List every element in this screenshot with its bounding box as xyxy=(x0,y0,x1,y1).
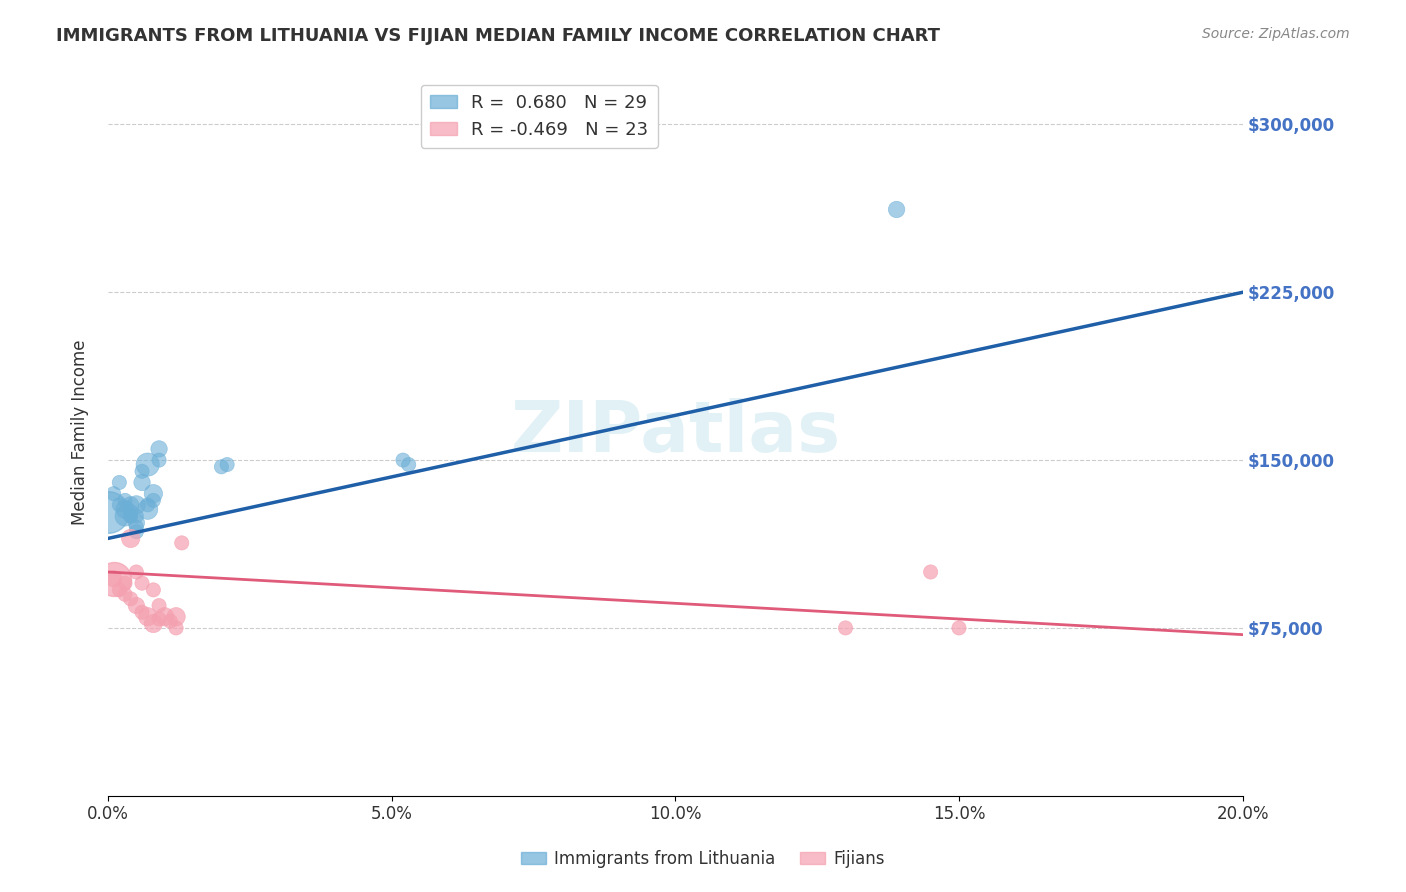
Point xyxy=(159,614,181,628)
Point xyxy=(125,520,148,534)
Point xyxy=(920,565,942,579)
Point xyxy=(211,459,233,474)
Point xyxy=(125,516,148,530)
Point xyxy=(170,536,193,550)
Point xyxy=(103,486,125,500)
Point xyxy=(120,509,142,524)
Point xyxy=(131,464,153,478)
Point xyxy=(125,509,148,524)
Point xyxy=(114,587,136,601)
Point xyxy=(136,502,159,516)
Point xyxy=(136,498,159,512)
Point xyxy=(142,616,165,631)
Legend: R =  0.680   N = 29, R = -0.469   N = 23: R = 0.680 N = 29, R = -0.469 N = 23 xyxy=(420,85,658,148)
Point xyxy=(120,498,142,512)
Point xyxy=(148,599,170,613)
Point xyxy=(834,621,856,635)
Text: ZIPatlas: ZIPatlas xyxy=(510,398,841,467)
Y-axis label: Median Family Income: Median Family Income xyxy=(72,339,89,524)
Point xyxy=(103,572,125,586)
Point xyxy=(886,202,908,217)
Point xyxy=(108,475,131,490)
Point xyxy=(120,591,142,606)
Point xyxy=(136,609,159,624)
Point xyxy=(131,576,153,591)
Point xyxy=(114,509,136,524)
Point xyxy=(153,609,176,624)
Point xyxy=(398,458,420,472)
Point xyxy=(108,582,131,597)
Point xyxy=(142,486,165,500)
Text: Source: ZipAtlas.com: Source: ZipAtlas.com xyxy=(1202,27,1350,41)
Point xyxy=(148,442,170,456)
Point xyxy=(125,565,148,579)
Point xyxy=(948,621,970,635)
Point xyxy=(120,505,142,519)
Point xyxy=(142,493,165,508)
Point xyxy=(148,612,170,626)
Point xyxy=(103,572,125,586)
Point xyxy=(125,498,148,512)
Point xyxy=(165,621,187,635)
Point xyxy=(142,582,165,597)
Point xyxy=(108,498,131,512)
Point xyxy=(131,605,153,619)
Text: IMMIGRANTS FROM LITHUANIA VS FIJIAN MEDIAN FAMILY INCOME CORRELATION CHART: IMMIGRANTS FROM LITHUANIA VS FIJIAN MEDI… xyxy=(56,27,941,45)
Point xyxy=(97,505,120,519)
Point xyxy=(125,599,148,613)
Point xyxy=(165,609,187,624)
Point xyxy=(392,453,415,467)
Point xyxy=(131,475,153,490)
Legend: Immigrants from Lithuania, Fijians: Immigrants from Lithuania, Fijians xyxy=(515,844,891,875)
Point xyxy=(136,458,159,472)
Point xyxy=(114,576,136,591)
Point xyxy=(114,502,136,516)
Point xyxy=(217,458,239,472)
Point xyxy=(120,509,142,524)
Point xyxy=(120,532,142,546)
Point xyxy=(125,524,148,539)
Point xyxy=(114,493,136,508)
Point xyxy=(148,453,170,467)
